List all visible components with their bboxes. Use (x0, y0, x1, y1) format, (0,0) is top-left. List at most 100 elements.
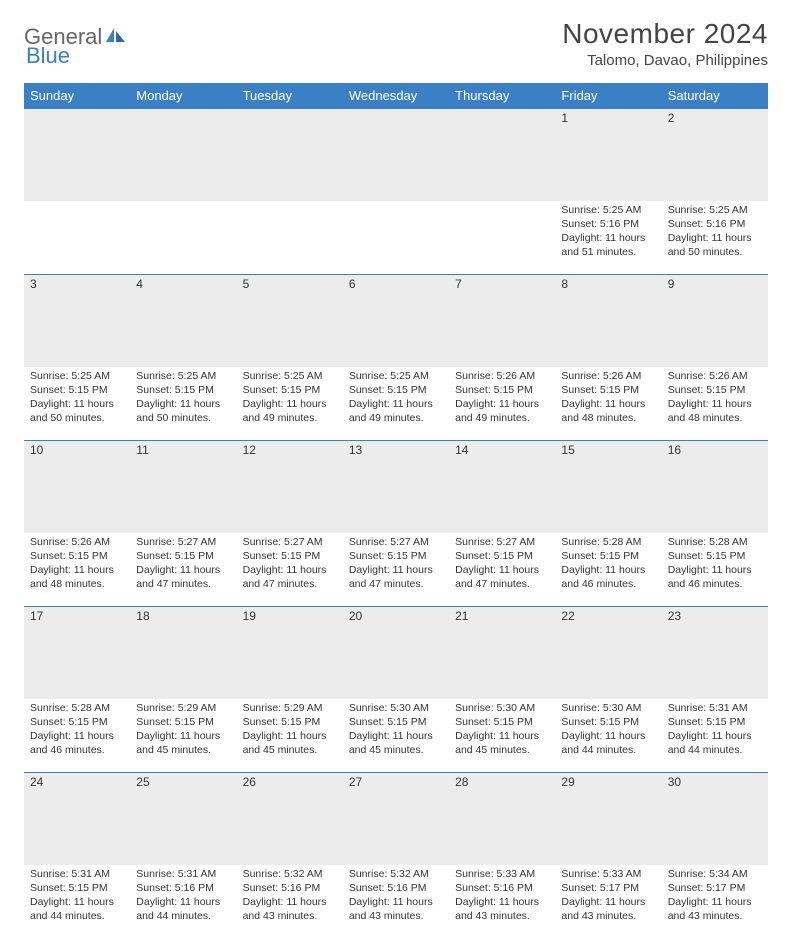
day-cell: Sunrise: 5:26 AMSunset: 5:15 PMDaylight:… (449, 367, 555, 441)
day-number-cell: 30 (662, 773, 768, 865)
day-number-cell: 9 (662, 275, 768, 367)
day-details: Sunrise: 5:27 AMSunset: 5:15 PMDaylight:… (130, 533, 236, 596)
day-number-cell: 18 (130, 607, 236, 699)
day-number: 1 (555, 109, 661, 127)
day-details: Sunrise: 5:25 AMSunset: 5:15 PMDaylight:… (343, 367, 449, 430)
day-number-cell: 16 (662, 441, 768, 533)
day-details: Sunrise: 5:27 AMSunset: 5:15 PMDaylight:… (237, 533, 343, 596)
day-details: Sunrise: 5:25 AMSunset: 5:16 PMDaylight:… (662, 201, 768, 264)
day-cell: Sunrise: 5:32 AMSunset: 5:16 PMDaylight:… (237, 865, 343, 939)
day-number: 27 (343, 773, 449, 791)
day-details: Sunrise: 5:31 AMSunset: 5:15 PMDaylight:… (662, 699, 768, 762)
day-number (449, 109, 555, 127)
day-details: Sunrise: 5:28 AMSunset: 5:15 PMDaylight:… (555, 533, 661, 596)
day-number-cell: 1 (555, 109, 661, 201)
weekday-header: Monday (130, 83, 236, 109)
day-number: 14 (449, 441, 555, 459)
day-number-cell: 27 (343, 773, 449, 865)
day-cell (237, 201, 343, 275)
day-details: Sunrise: 5:28 AMSunset: 5:15 PMDaylight:… (24, 699, 130, 762)
day-cell: Sunrise: 5:25 AMSunset: 5:15 PMDaylight:… (24, 367, 130, 441)
day-number: 23 (662, 607, 768, 625)
day-cell: Sunrise: 5:30 AMSunset: 5:15 PMDaylight:… (343, 699, 449, 773)
day-cell: Sunrise: 5:30 AMSunset: 5:15 PMDaylight:… (449, 699, 555, 773)
day-details: Sunrise: 5:28 AMSunset: 5:15 PMDaylight:… (662, 533, 768, 596)
day-details: Sunrise: 5:26 AMSunset: 5:15 PMDaylight:… (449, 367, 555, 430)
day-details: Sunrise: 5:30 AMSunset: 5:15 PMDaylight:… (555, 699, 661, 762)
day-cell (449, 201, 555, 275)
day-details: Sunrise: 5:26 AMSunset: 5:15 PMDaylight:… (555, 367, 661, 430)
day-number-cell: 26 (237, 773, 343, 865)
weekday-header: Sunday (24, 83, 130, 109)
day-number-cell: 2 (662, 109, 768, 201)
day-cell: Sunrise: 5:27 AMSunset: 5:15 PMDaylight:… (130, 533, 236, 607)
location-subtitle: Talomo, Davao, Philippines (562, 52, 768, 69)
day-number: 30 (662, 773, 768, 791)
day-cell: Sunrise: 5:31 AMSunset: 5:16 PMDaylight:… (130, 865, 236, 939)
day-cell: Sunrise: 5:33 AMSunset: 5:16 PMDaylight:… (449, 865, 555, 939)
calendar-table: SundayMondayTuesdayWednesdayThursdayFrid… (24, 83, 768, 939)
day-number: 6 (343, 275, 449, 293)
brand-text-blue: Blue (26, 43, 70, 68)
day-number-cell: 3 (24, 275, 130, 367)
title-block: November 2024 Talomo, Davao, Philippines (562, 18, 768, 69)
day-details: Sunrise: 5:26 AMSunset: 5:15 PMDaylight:… (662, 367, 768, 430)
day-cell: Sunrise: 5:25 AMSunset: 5:15 PMDaylight:… (343, 367, 449, 441)
day-cell: Sunrise: 5:26 AMSunset: 5:15 PMDaylight:… (24, 533, 130, 607)
day-number-cell: 23 (662, 607, 768, 699)
day-number-cell: 24 (24, 773, 130, 865)
day-cell: Sunrise: 5:31 AMSunset: 5:15 PMDaylight:… (662, 699, 768, 773)
day-cell: Sunrise: 5:29 AMSunset: 5:15 PMDaylight:… (237, 699, 343, 773)
day-number: 15 (555, 441, 661, 459)
day-details: Sunrise: 5:34 AMSunset: 5:17 PMDaylight:… (662, 865, 768, 928)
day-details: Sunrise: 5:30 AMSunset: 5:15 PMDaylight:… (449, 699, 555, 762)
day-number: 28 (449, 773, 555, 791)
day-number: 24 (24, 773, 130, 791)
day-number-cell: 12 (237, 441, 343, 533)
day-number: 5 (237, 275, 343, 293)
day-number-cell: 5 (237, 275, 343, 367)
month-title: November 2024 (562, 18, 768, 50)
day-cell (24, 201, 130, 275)
day-details: Sunrise: 5:26 AMSunset: 5:15 PMDaylight:… (24, 533, 130, 596)
day-number: 19 (237, 607, 343, 625)
day-number: 13 (343, 441, 449, 459)
day-number: 9 (662, 275, 768, 293)
day-details: Sunrise: 5:27 AMSunset: 5:15 PMDaylight:… (343, 533, 449, 596)
weekday-header: Saturday (662, 83, 768, 109)
day-number-cell: 13 (343, 441, 449, 533)
day-number (24, 109, 130, 127)
day-details: Sunrise: 5:33 AMSunset: 5:16 PMDaylight:… (449, 865, 555, 928)
day-number-cell: 28 (449, 773, 555, 865)
calendar-page: General November 2024 Talomo, Davao, Phi… (0, 0, 792, 949)
weekday-header: Thursday (449, 83, 555, 109)
day-number: 20 (343, 607, 449, 625)
day-number: 7 (449, 275, 555, 293)
day-details: Sunrise: 5:25 AMSunset: 5:15 PMDaylight:… (237, 367, 343, 430)
day-number-cell: 14 (449, 441, 555, 533)
day-cell (130, 201, 236, 275)
day-number (343, 109, 449, 127)
day-cell: Sunrise: 5:26 AMSunset: 5:15 PMDaylight:… (662, 367, 768, 441)
day-number: 10 (24, 441, 130, 459)
day-cell: Sunrise: 5:30 AMSunset: 5:15 PMDaylight:… (555, 699, 661, 773)
day-details: Sunrise: 5:32 AMSunset: 5:16 PMDaylight:… (237, 865, 343, 928)
day-cell: Sunrise: 5:33 AMSunset: 5:17 PMDaylight:… (555, 865, 661, 939)
day-details: Sunrise: 5:25 AMSunset: 5:16 PMDaylight:… (555, 201, 661, 264)
day-number-cell: 21 (449, 607, 555, 699)
weekday-header: Tuesday (237, 83, 343, 109)
day-cell: Sunrise: 5:28 AMSunset: 5:15 PMDaylight:… (662, 533, 768, 607)
day-cell: Sunrise: 5:29 AMSunset: 5:15 PMDaylight:… (130, 699, 236, 773)
weekday-header: Friday (555, 83, 661, 109)
day-cell (343, 201, 449, 275)
day-cell: Sunrise: 5:31 AMSunset: 5:15 PMDaylight:… (24, 865, 130, 939)
day-number-cell: 6 (343, 275, 449, 367)
sail-icon (105, 26, 127, 49)
day-cell: Sunrise: 5:27 AMSunset: 5:15 PMDaylight:… (449, 533, 555, 607)
day-details: Sunrise: 5:29 AMSunset: 5:15 PMDaylight:… (237, 699, 343, 762)
day-cell: Sunrise: 5:26 AMSunset: 5:15 PMDaylight:… (555, 367, 661, 441)
day-number-cell: 25 (130, 773, 236, 865)
day-cell: Sunrise: 5:27 AMSunset: 5:15 PMDaylight:… (343, 533, 449, 607)
day-number-cell: 15 (555, 441, 661, 533)
day-number (237, 109, 343, 127)
